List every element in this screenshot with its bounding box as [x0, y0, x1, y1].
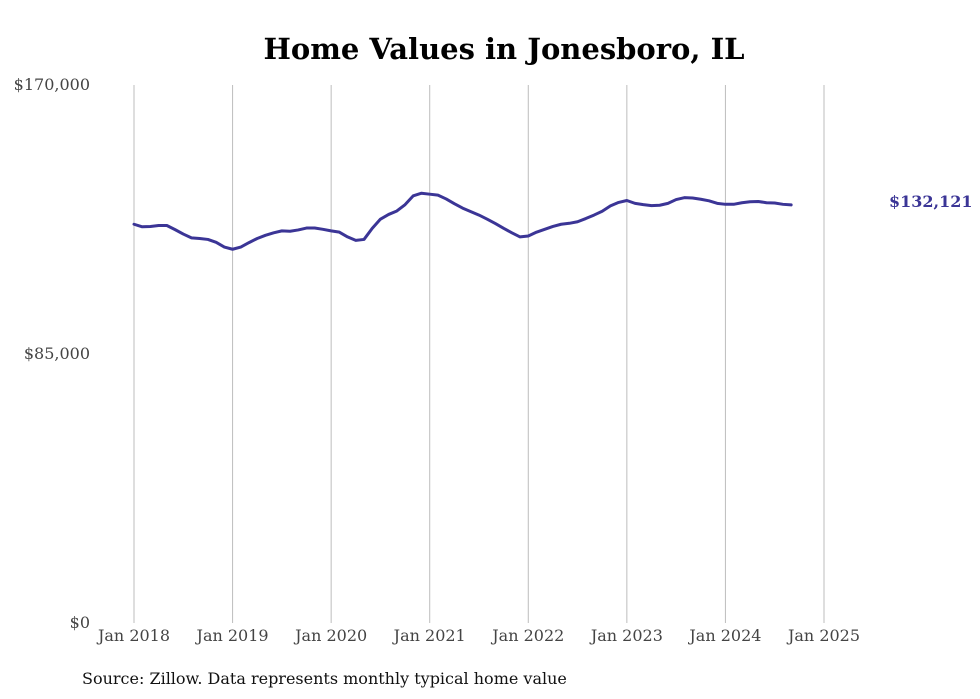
y-axis-tick-labels: $0 $85,000 $170,000	[14, 75, 90, 632]
last-value-label: $132,121	[889, 192, 973, 211]
x-tick-label: Jan 2018	[96, 626, 170, 645]
x-tick-label: Jan 2019	[195, 626, 269, 645]
x-tick-label: Jan 2025	[786, 626, 860, 645]
y-tick-label: $85,000	[24, 344, 90, 363]
x-axis-tick-labels: Jan 2018 Jan 2019 Jan 2020 Jan 2021 Jan 2022…	[96, 626, 860, 645]
x-tick-label: Jan 2024	[687, 626, 761, 645]
source-note: Source: Zillow. Data represents monthly …	[82, 669, 567, 688]
chart-title: Home Values in Jonesboro, IL	[263, 32, 744, 66]
x-tick-label: Jan 2022	[490, 626, 564, 645]
x-tick-label: Jan 2021	[392, 626, 466, 645]
y-tick-label: $0	[70, 613, 90, 632]
y-tick-label: $170,000	[14, 75, 90, 94]
home-value-series-line	[132, 191, 793, 251]
x-tick-label: Jan 2023	[589, 626, 663, 645]
x-tick-label: Jan 2020	[293, 626, 367, 645]
grid-lines	[133, 85, 825, 623]
